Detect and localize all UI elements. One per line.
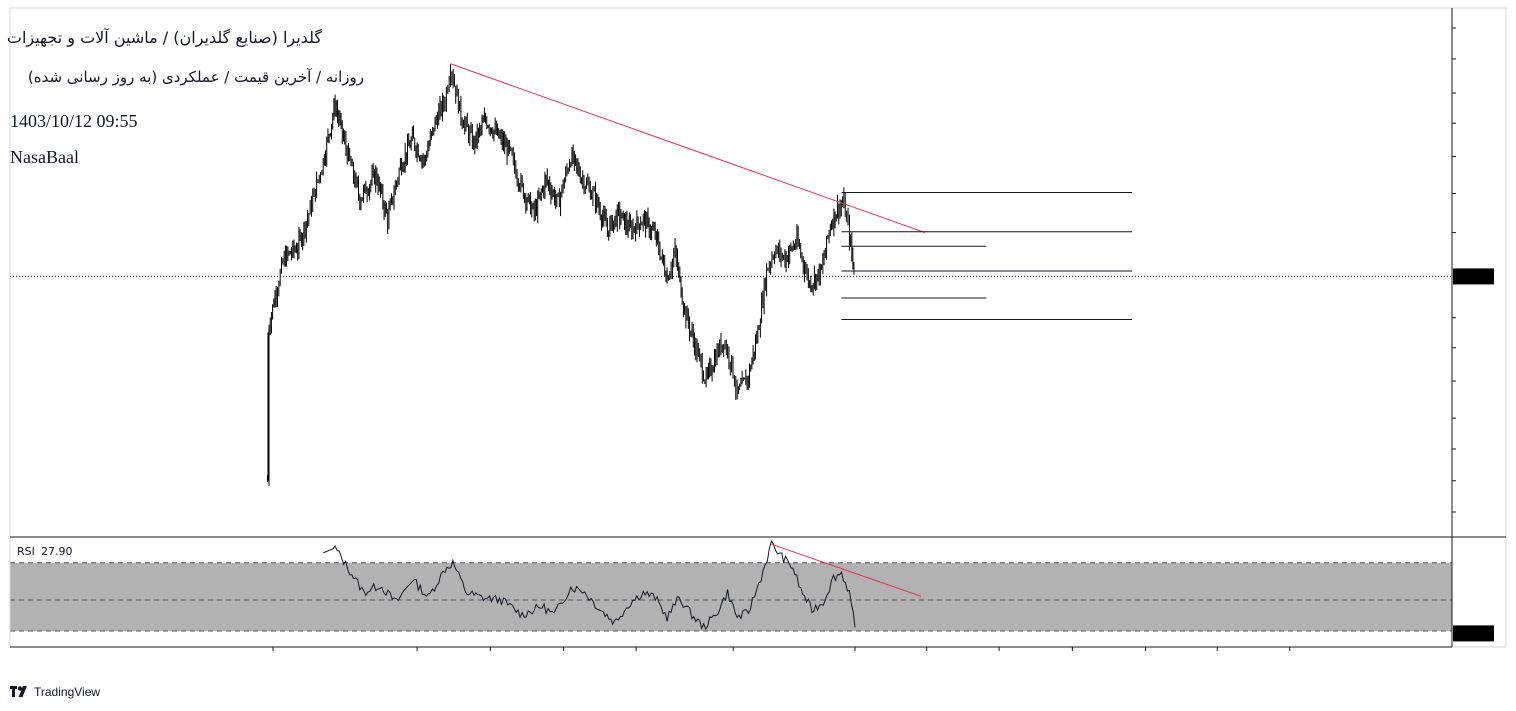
price-trendline bbox=[450, 63, 926, 234]
rsi-series-layer bbox=[323, 539, 922, 631]
rsi-band-layer bbox=[10, 562, 1452, 632]
rsi-line bbox=[323, 539, 856, 631]
rsi-last-tag bbox=[1453, 625, 1494, 642]
rsi-legend-label: RSI bbox=[17, 545, 35, 558]
rsi-band bbox=[10, 562, 1452, 631]
rsi-trendline bbox=[771, 543, 922, 597]
last-price-tag bbox=[1453, 268, 1494, 285]
symbol-title: گلدیرا (صنایع گلدیران) / ماشین آلات و تج… bbox=[7, 28, 322, 48]
frame-layer bbox=[9, 7, 1507, 648]
timestamp-label: 1403/10/12 09:55 bbox=[10, 111, 138, 131]
tradingview-brand[interactable]: TradingView bbox=[10, 685, 100, 699]
price-series-layer bbox=[266, 63, 926, 486]
rsi-legend-value: 27.90 bbox=[41, 545, 73, 558]
levels-layer bbox=[841, 191, 1133, 321]
axis-layer bbox=[272, 27, 1494, 651]
author-label: NasaBaal bbox=[10, 147, 79, 167]
interval-subtitle: روزانه / آخرین قیمت / عملکردی (به روز رس… bbox=[28, 68, 364, 86]
tradingview-logo-icon bbox=[10, 686, 27, 697]
brand-label: TradingView bbox=[34, 685, 101, 699]
